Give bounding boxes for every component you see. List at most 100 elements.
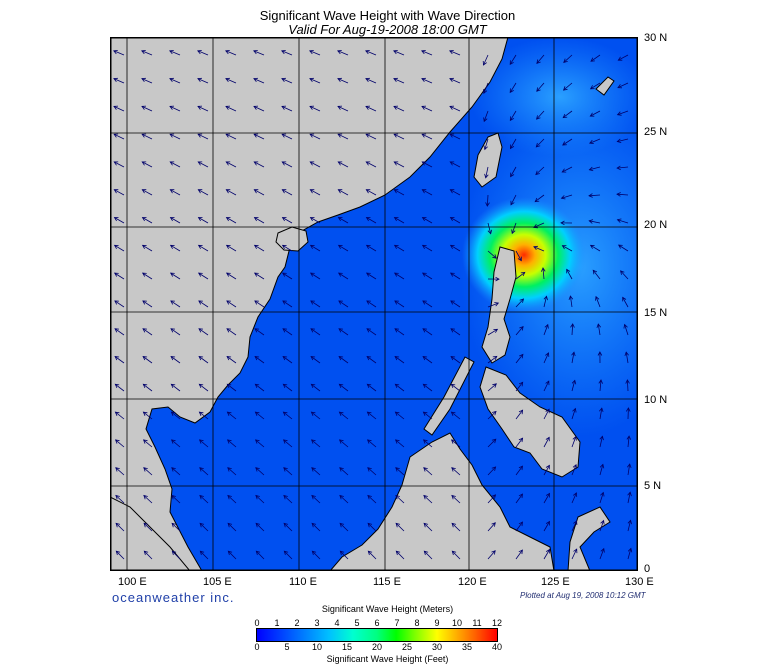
- wave-arrow-head: [393, 105, 399, 110]
- wave-arrow-head: [199, 550, 205, 556]
- wave-arrow: [142, 272, 153, 280]
- wave-arrow: [281, 133, 293, 140]
- colorbar-meter-tick: 11: [472, 618, 482, 628]
- wave-arrow-head: [169, 161, 175, 166]
- wave-arrow: [393, 106, 405, 112]
- wave-arrow: [226, 244, 237, 252]
- wave-arrow: [627, 464, 631, 476]
- wave-arrow-head: [421, 133, 427, 138]
- wave-arrow-head: [449, 50, 454, 55]
- wave-arrow: [143, 439, 153, 448]
- wave-arrow: [487, 356, 498, 364]
- wave-arrow-head: [225, 50, 230, 55]
- wave-arrow-head: [519, 298, 525, 303]
- wave-arrow-head: [253, 161, 259, 166]
- wave-arrow-head: [255, 467, 260, 472]
- wave-arrow: [312, 550, 321, 560]
- land-visayas-mindanao: [479, 366, 581, 478]
- wave-arrow-head: [572, 407, 577, 413]
- wave-arrow-head: [535, 170, 540, 176]
- wave-arrow-head: [198, 439, 204, 444]
- wave-arrow: [281, 50, 293, 56]
- wave-arrow: [253, 78, 265, 84]
- wave-arrow: [114, 356, 125, 364]
- wave-arrow-head: [421, 244, 427, 249]
- wave-arrow-head: [589, 244, 595, 249]
- wave-height-map: [110, 37, 638, 571]
- wave-arrow: [228, 550, 237, 560]
- wave-arrow: [394, 356, 405, 364]
- wave-arrow-head: [510, 172, 515, 178]
- land-sulawesi: [567, 506, 611, 571]
- wave-arrow-head: [510, 200, 515, 206]
- colorbar-meter-tick: 2: [294, 618, 300, 628]
- wave-arrow-head: [545, 352, 550, 357]
- colorbar-meter-tick: 0: [254, 618, 260, 628]
- wave-arrow-head: [225, 161, 231, 166]
- wave-arrow-head: [590, 57, 595, 62]
- wave-arrow-head: [338, 383, 344, 389]
- wave-arrow-head: [394, 411, 400, 416]
- colorbar-title-meters: Significant Wave Height (Meters): [321, 604, 454, 614]
- wave-arrow-head: [599, 435, 604, 441]
- wave-arrow: [509, 110, 517, 121]
- oceanweather-brand: oceanweather inc.: [112, 590, 235, 605]
- wave-arrow: [170, 244, 181, 252]
- wave-arrow-head: [142, 328, 148, 333]
- wave-arrow: [451, 383, 461, 392]
- wave-arrow: [423, 495, 433, 504]
- wave-arrow-head: [337, 217, 343, 222]
- wave-arrow-head: [568, 295, 574, 301]
- wave-arrow-head: [395, 550, 401, 556]
- wave-arrow: [592, 270, 601, 280]
- wave-arrow-head: [545, 548, 551, 554]
- wave-arrow-head: [491, 438, 497, 444]
- wave-arrow-head: [283, 494, 288, 500]
- wave-arrow-head: [589, 85, 595, 90]
- wave-arrow-head: [226, 356, 232, 361]
- wave-arrow-head: [600, 491, 605, 497]
- wave-arrow-head: [169, 189, 175, 194]
- wave-arrow-head: [518, 549, 523, 555]
- wave-arrow: [171, 495, 181, 504]
- wave-arrow-head: [281, 189, 287, 194]
- land-sumatra-malay: [110, 496, 191, 571]
- wave-arrow-head: [395, 494, 400, 500]
- wave-arrow: [571, 380, 576, 392]
- wave-arrow: [198, 217, 209, 224]
- wave-arrow: [198, 356, 209, 364]
- wave-arrow-head: [339, 494, 344, 500]
- wave-arrow-head: [449, 133, 455, 138]
- lat-label-30n: 30 N: [644, 32, 668, 44]
- wave-arrow-head: [309, 77, 314, 83]
- wave-arrow: [226, 189, 237, 196]
- wave-arrow-head: [226, 328, 232, 333]
- wave-arrow: [198, 161, 209, 168]
- wave-arrow: [536, 54, 545, 64]
- wave-arrow-head: [541, 267, 546, 272]
- lon-label-130e: 130 E: [625, 576, 654, 588]
- wave-arrow: [115, 439, 125, 448]
- wave-arrow: [595, 296, 601, 308]
- wave-arrow-head: [535, 142, 541, 148]
- wave-arrow: [254, 189, 265, 196]
- wave-arrow-head: [423, 494, 428, 500]
- wave-arrow-head: [170, 439, 176, 444]
- wave-arrow: [310, 189, 321, 196]
- wave-arrow-head: [309, 217, 315, 222]
- wave-arrow: [169, 106, 181, 112]
- wave-arrow: [199, 411, 209, 420]
- wave-arrow: [113, 78, 125, 84]
- wave-arrow-head: [449, 161, 455, 166]
- wave-arrow: [367, 495, 377, 504]
- wave-arrow: [227, 523, 237, 532]
- wave-arrow: [394, 328, 405, 336]
- wave-arrow: [169, 78, 181, 84]
- wave-arrow: [590, 244, 601, 252]
- wave-arrow-head: [393, 133, 399, 138]
- wave-arrow-head: [255, 550, 261, 556]
- colorbar-feet-tick: 35: [461, 642, 473, 652]
- wave-arrow-head: [115, 522, 121, 528]
- wave-arrow: [543, 437, 550, 448]
- wave-arrow-head: [114, 300, 119, 305]
